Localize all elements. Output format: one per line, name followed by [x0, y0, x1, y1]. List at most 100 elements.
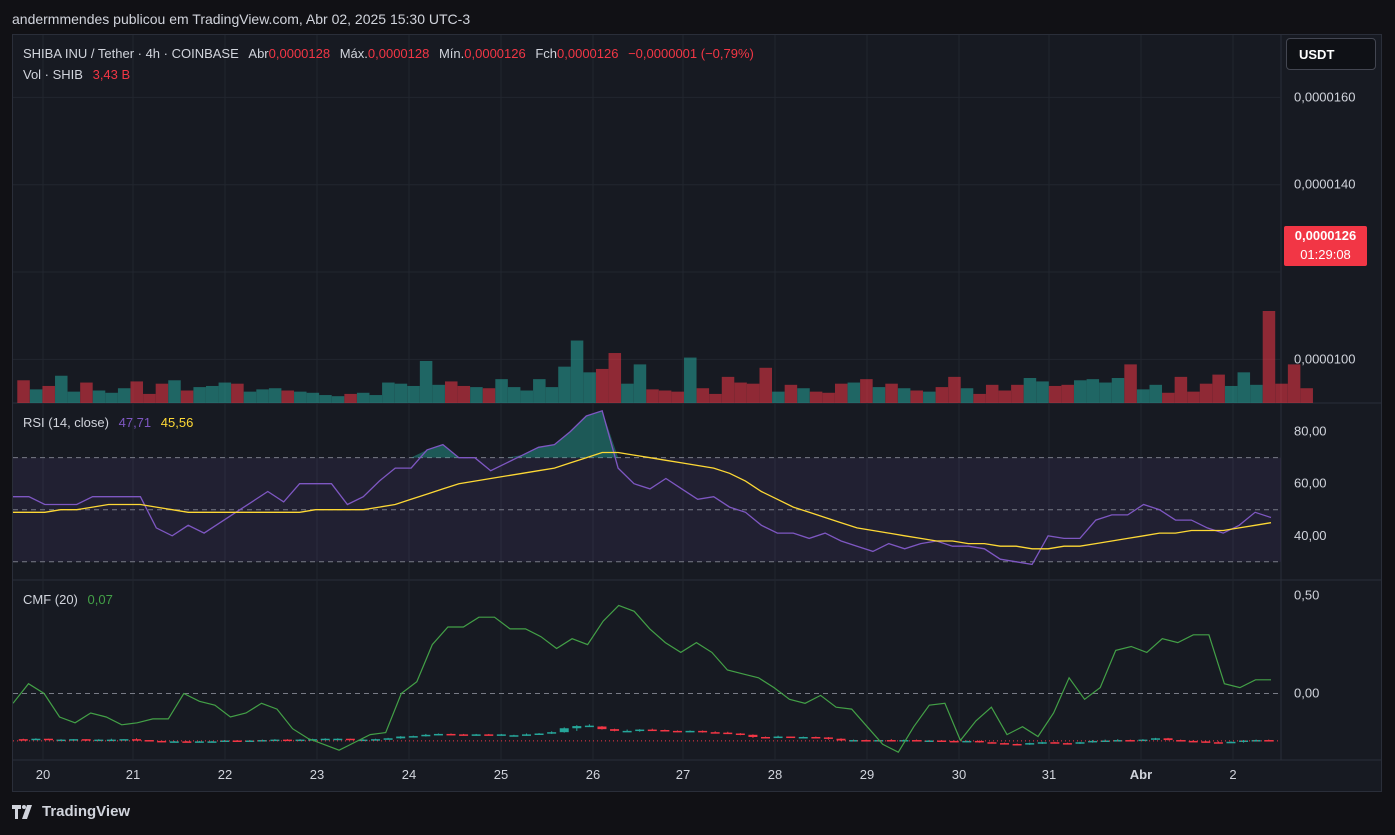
rsi-label: RSI (14, close) — [23, 415, 109, 430]
rsi-legend: RSI (14, close) 47,71 45,56 — [23, 415, 193, 430]
volume-bar — [734, 382, 747, 403]
chart-frame[interactable]: 0,0000160 0,0000140 0,0000100 80,00 60,00 40,… — [12, 34, 1382, 792]
candle-body — [1062, 743, 1072, 745]
candle-body — [521, 734, 531, 736]
volume-bar — [545, 387, 559, 403]
volume-bar — [834, 383, 848, 403]
candle-body — [1025, 743, 1035, 745]
open-label: Abr — [248, 46, 269, 61]
candle-body — [1226, 741, 1236, 744]
low-label: Mín. — [438, 46, 465, 61]
volume-bar — [394, 383, 408, 403]
rsi-ma-line — [13, 451, 1272, 550]
time-axis-label: Abr — [1130, 767, 1152, 782]
rsi-value: 47,71 — [118, 415, 152, 430]
candle-body — [748, 734, 758, 737]
candle-body — [962, 740, 972, 743]
candle-body — [484, 734, 494, 736]
volume-bar — [306, 392, 320, 403]
volume-bar — [1199, 383, 1213, 403]
volume-bar — [583, 372, 596, 403]
cmf-line — [13, 604, 1271, 753]
currency-button[interactable]: USDT — [1286, 38, 1376, 70]
volume-bar — [696, 388, 710, 403]
candle-body — [710, 732, 720, 734]
candle-body — [874, 740, 884, 742]
cmf-value: 0,07 — [87, 592, 113, 607]
bar-countdown: 01:29:08 — [1300, 247, 1351, 262]
volume-bar — [432, 384, 445, 403]
volume-bar — [155, 383, 169, 403]
candle-body — [798, 736, 808, 739]
candle-body — [1201, 741, 1211, 743]
volume-bar — [256, 389, 269, 403]
candle-body — [899, 740, 909, 742]
time-axis-label: 22 — [218, 767, 232, 782]
volume-bar — [1162, 392, 1175, 403]
candle-body — [647, 729, 657, 732]
candle-body — [94, 739, 104, 742]
low-value: 0,0000126 — [464, 46, 526, 61]
volume-bar — [633, 364, 647, 403]
rsi-axis-label: 80,00 — [1294, 424, 1327, 439]
rsi-overbought-fill — [411, 410, 619, 458]
price-axis-label: 0,0000160 — [1294, 89, 1355, 104]
volume-bar — [55, 375, 68, 403]
tradingview-logo[interactable]: TradingView — [12, 803, 130, 820]
candle-body — [459, 734, 469, 736]
volume-bar — [319, 395, 332, 403]
volume-bar — [595, 368, 609, 403]
volume-bar — [356, 392, 370, 403]
candle-body — [698, 730, 708, 733]
candle-body — [1176, 740, 1186, 742]
volume-bar — [973, 393, 986, 403]
cmf-axis-label: 0,50 — [1294, 588, 1319, 603]
candle-body — [69, 739, 79, 741]
volume-bar — [948, 376, 961, 403]
candle-body — [974, 740, 984, 743]
chart-canvas[interactable]: 0,0000160 0,0000140 0,0000100 80,00 60,00 40,… — [13, 35, 1381, 791]
candle-body — [270, 739, 280, 742]
volume-bar — [1287, 364, 1301, 403]
volume-bar — [419, 360, 433, 403]
change-value: −0,0000001 (−0,79%) — [628, 46, 754, 61]
volume-bar — [205, 385, 219, 403]
time-axis-label: 26 — [586, 767, 600, 782]
candle-body — [157, 740, 167, 743]
candle-body — [534, 733, 544, 735]
candle-body — [1150, 738, 1160, 740]
rsi-axis-label: 40,00 — [1294, 528, 1327, 543]
candle-body — [119, 739, 129, 741]
candle-body — [1188, 740, 1198, 743]
symbol-pair[interactable]: SHIBA INU / Tether · 4h · COINBASE — [23, 46, 239, 61]
candle-body — [1012, 743, 1022, 746]
last-price-tag: 0,0000126 01:29:08 — [1284, 226, 1367, 266]
volume-bar — [105, 392, 118, 403]
candle-body — [559, 728, 569, 733]
volume-bar — [646, 389, 659, 403]
candle-body — [735, 733, 745, 735]
symbol-legend: SHIBA INU / Tether · 4h · COINBASE Abr 0,… — [23, 46, 754, 61]
price-pane-bg — [13, 35, 1281, 403]
volume-bar — [960, 388, 974, 403]
volume-bar — [67, 391, 81, 403]
candle-body — [949, 740, 959, 743]
candle-body — [1239, 740, 1249, 742]
volume-bar — [180, 390, 194, 403]
candle-body — [421, 734, 431, 737]
candle-body — [610, 729, 620, 731]
candle-body — [257, 740, 267, 742]
candle-body — [597, 726, 607, 730]
cmf-label: CMF (20) — [23, 592, 78, 607]
cmf-legend: CMF (20) 0,07 — [23, 592, 113, 607]
volume-bar — [847, 382, 861, 403]
time-axis-label: 28 — [768, 767, 782, 782]
volume-bar — [533, 379, 546, 403]
candle-body — [43, 738, 53, 741]
volume-bar — [985, 384, 999, 403]
volume-bar — [759, 367, 773, 403]
volume-bar — [42, 385, 55, 403]
volume-bar — [1224, 385, 1238, 403]
time-axis-label: 27 — [676, 767, 690, 782]
candle-body — [1000, 743, 1010, 745]
